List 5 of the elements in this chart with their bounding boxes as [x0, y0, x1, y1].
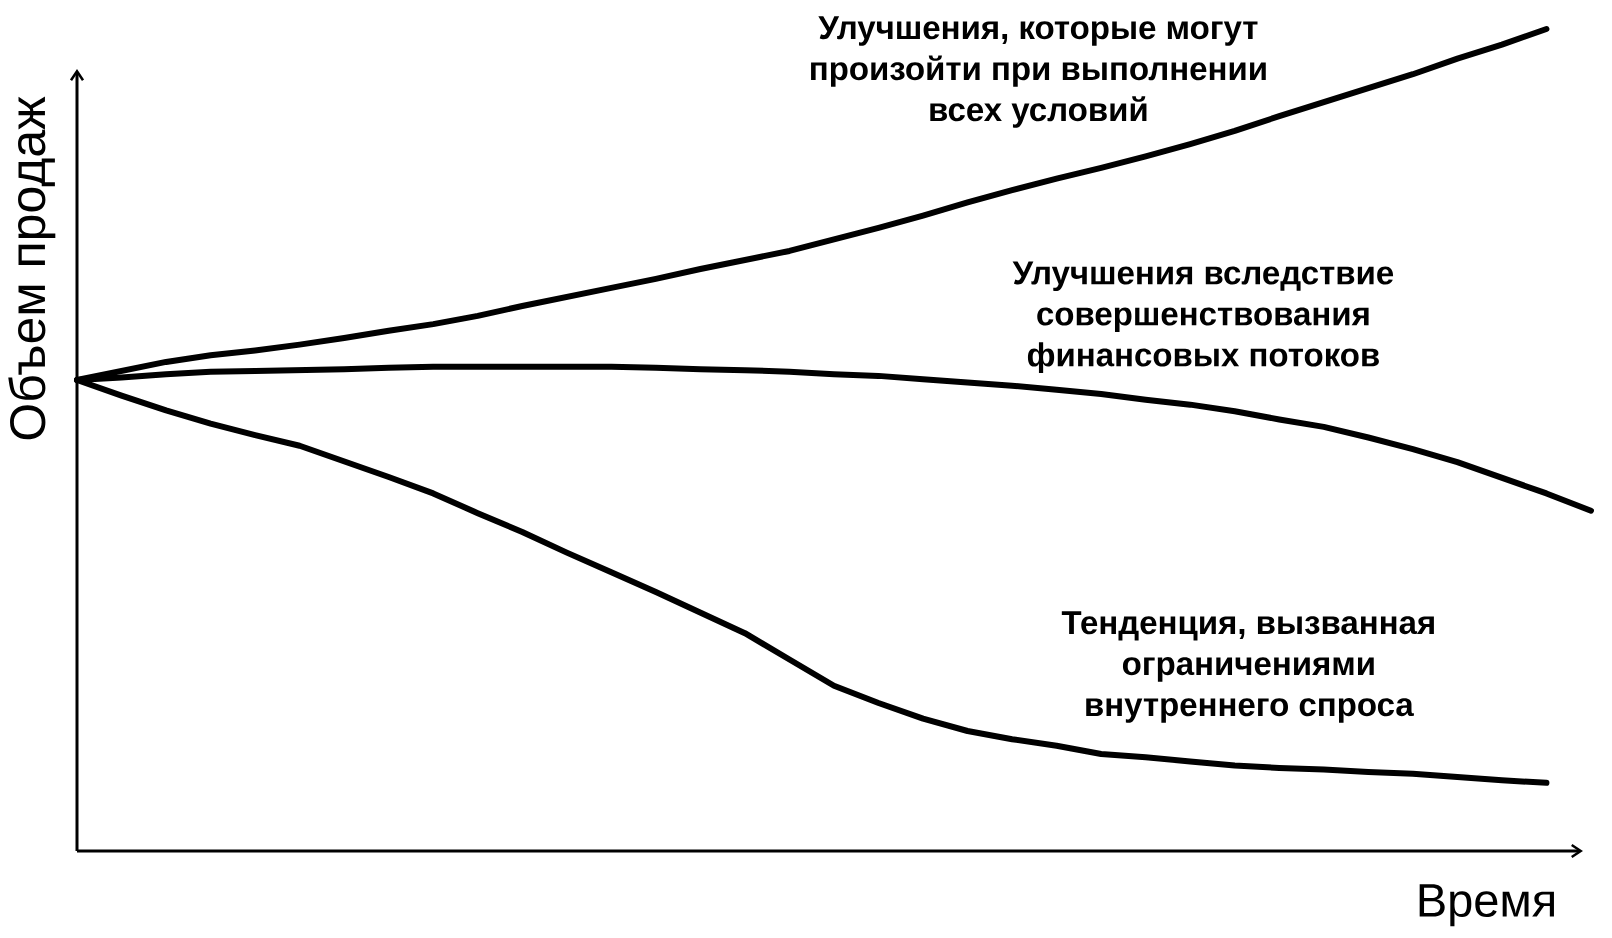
- series-label: Тенденция, вызванная ограничениями внутреннего спроса: [1061, 611, 1434, 723]
- series-label: Улучшения, которые могут произойти при выполнении всех условий: [811, 16, 1266, 128]
- x-axis-title: Время: [1419, 884, 1554, 927]
- y-axis-title: Объем продаж: [8, 96, 56, 440]
- series-label: Улучшения вследствие совершенствования финансовых потоков: [1012, 261, 1394, 374]
